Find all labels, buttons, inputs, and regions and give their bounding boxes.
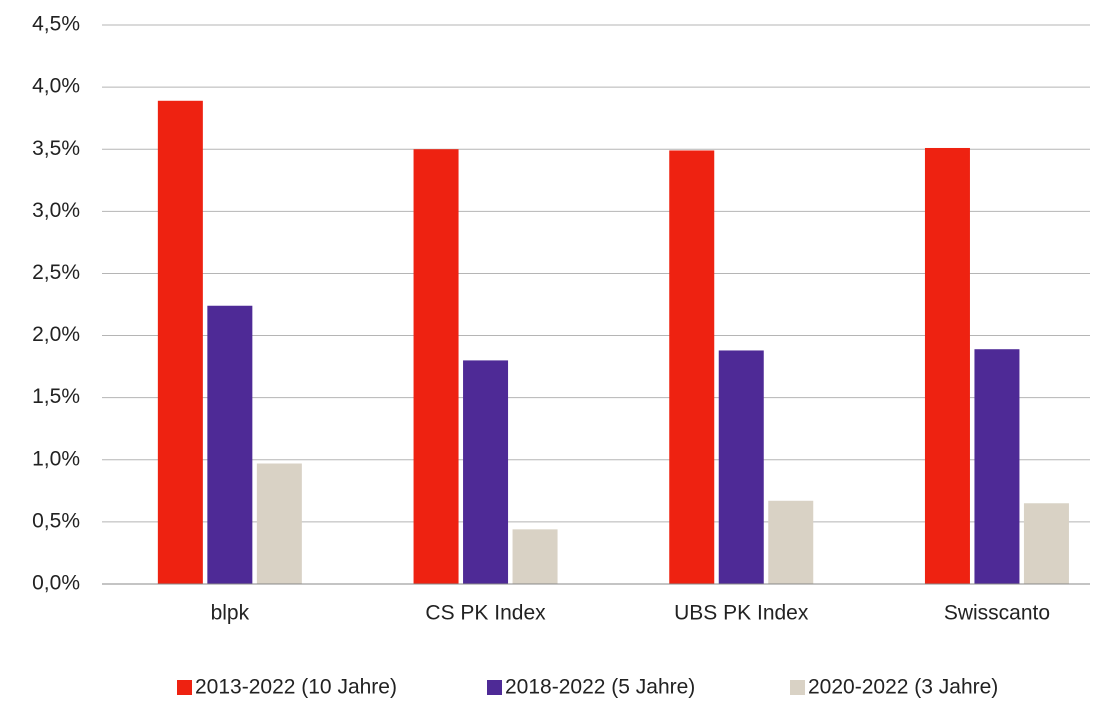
bar bbox=[256, 463, 302, 584]
legend-swatch bbox=[487, 680, 502, 695]
bar bbox=[512, 529, 558, 584]
bar bbox=[718, 350, 764, 584]
bar bbox=[974, 349, 1020, 584]
bar bbox=[924, 147, 970, 585]
y-tick-label: 4,0% bbox=[32, 75, 80, 98]
x-tick-label: UBS PK Index bbox=[674, 602, 809, 625]
legend-label: 2020-2022 (3 Jahre) bbox=[808, 676, 998, 699]
bar bbox=[768, 500, 814, 584]
legend-swatch bbox=[790, 680, 805, 695]
x-tick-label: Swisscanto bbox=[944, 602, 1050, 625]
bar bbox=[669, 150, 715, 584]
bar bbox=[157, 100, 203, 584]
y-tick-label: 1,0% bbox=[32, 447, 80, 470]
y-tick-label: 2,0% bbox=[32, 323, 80, 346]
y-tick-label: 4,5% bbox=[32, 13, 80, 36]
bar bbox=[207, 305, 253, 584]
x-tick-label: CS PK Index bbox=[425, 602, 546, 625]
y-tick-label: 0,0% bbox=[32, 572, 80, 595]
x-tick-label: blpk bbox=[211, 602, 250, 625]
legend-label: 2018-2022 (5 Jahre) bbox=[505, 676, 695, 699]
bar bbox=[1023, 503, 1069, 584]
bar bbox=[463, 360, 509, 584]
y-tick-label: 2,5% bbox=[32, 261, 80, 284]
y-tick-label: 0,5% bbox=[32, 509, 80, 532]
legend-swatch bbox=[177, 680, 192, 695]
legend-label: 2013-2022 (10 Jahre) bbox=[195, 676, 397, 699]
y-tick-label: 1,5% bbox=[32, 385, 80, 408]
y-tick-label: 3,5% bbox=[32, 137, 80, 160]
bar bbox=[413, 149, 459, 584]
y-tick-label: 3,0% bbox=[32, 199, 80, 222]
